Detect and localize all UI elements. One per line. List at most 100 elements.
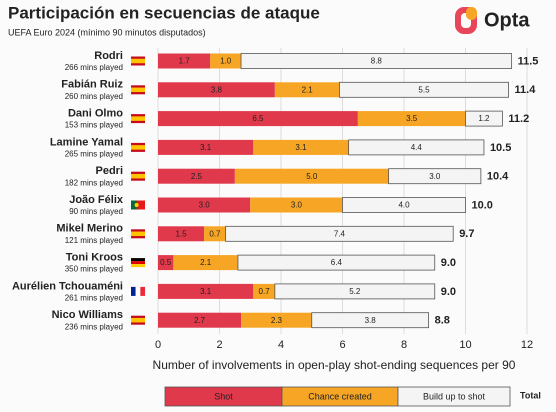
value-label: 6.5 bbox=[252, 114, 264, 123]
value-label: 3.1 bbox=[200, 143, 212, 152]
brand-name: Opta bbox=[484, 9, 530, 31]
bar-segment bbox=[240, 53, 513, 69]
value-label: 0.7 bbox=[209, 229, 221, 238]
flag-stripe bbox=[140, 286, 145, 296]
value-label: 1.0 bbox=[220, 57, 232, 66]
value-label: 5.2 bbox=[349, 287, 361, 296]
flag bbox=[131, 286, 145, 296]
bar-segment bbox=[388, 168, 482, 185]
legend-label: Chance created bbox=[308, 391, 372, 401]
total-label: 11.5 bbox=[518, 55, 539, 67]
category-note: 265 mins played bbox=[65, 150, 123, 159]
flag bbox=[131, 114, 145, 124]
x-tick-label: 2 bbox=[216, 339, 222, 351]
bar-segment bbox=[158, 197, 251, 213]
x-tick-label: 8 bbox=[401, 339, 407, 351]
bar-segment bbox=[158, 283, 254, 299]
flag-stripe bbox=[131, 58, 145, 64]
total-label: 11.4 bbox=[515, 84, 537, 96]
flag-stripe bbox=[131, 286, 136, 296]
category-note: 261 mins played bbox=[65, 294, 123, 303]
x-tick-label: 6 bbox=[339, 339, 345, 351]
bar-segment bbox=[241, 312, 312, 328]
value-label: 3.8 bbox=[211, 85, 223, 94]
value-label: 8.8 bbox=[371, 57, 383, 66]
category-note: 153 mins played bbox=[65, 121, 123, 130]
bar-segment bbox=[158, 312, 242, 328]
bar-segment bbox=[173, 255, 238, 271]
flag-stripe bbox=[131, 231, 145, 237]
value-label: 3.1 bbox=[200, 287, 212, 296]
bar-segment bbox=[311, 312, 429, 329]
bar-segment bbox=[158, 226, 205, 242]
value-label: 1.2 bbox=[478, 114, 490, 123]
category-note: 236 mins played bbox=[65, 322, 123, 331]
x-tick-label: 4 bbox=[278, 339, 284, 351]
value-label: 3.0 bbox=[291, 201, 303, 210]
bar-segment bbox=[274, 283, 436, 300]
total-label: 8.8 bbox=[435, 315, 450, 327]
legend-swatch bbox=[397, 386, 511, 407]
x-tick-label: 12 bbox=[521, 339, 533, 351]
bar-segment bbox=[250, 197, 343, 213]
flag-stripe bbox=[131, 200, 137, 210]
category-label: Lamine Yamal bbox=[50, 136, 123, 148]
bar-segment bbox=[348, 139, 485, 156]
flag-stripe bbox=[131, 264, 145, 268]
bar-segment bbox=[465, 110, 503, 127]
category-note: 260 mins played bbox=[65, 92, 123, 101]
brand-logo: Opta bbox=[455, 7, 530, 34]
category-label: Nico Williams bbox=[52, 309, 123, 321]
category-note: 350 mins played bbox=[65, 265, 123, 274]
flag-stripe bbox=[131, 173, 145, 179]
flag bbox=[131, 315, 145, 325]
value-label: 0.7 bbox=[259, 287, 271, 296]
category-label: Aurélien Tchouaméni bbox=[12, 280, 123, 292]
flag-stripe bbox=[131, 87, 145, 93]
bar-segment bbox=[158, 255, 174, 271]
value-label: 3.1 bbox=[295, 143, 307, 152]
flag bbox=[131, 258, 145, 268]
flag bbox=[131, 85, 145, 95]
legend-total: Total bbox=[520, 390, 541, 400]
total-label: 10.4 bbox=[487, 171, 509, 183]
bar-segment bbox=[274, 82, 340, 98]
bar-segment bbox=[357, 111, 466, 127]
value-label: 2.1 bbox=[302, 85, 314, 94]
legend-label: Shot bbox=[214, 391, 233, 401]
value-label: 3.5 bbox=[406, 114, 418, 123]
value-label: 6.4 bbox=[331, 258, 343, 267]
value-label: 1.7 bbox=[179, 57, 191, 66]
bar-segment bbox=[204, 226, 226, 242]
value-label: 7.4 bbox=[334, 229, 346, 238]
category-label: Pedri bbox=[95, 165, 123, 177]
value-label: 3.0 bbox=[199, 201, 211, 210]
total-label: 10.5 bbox=[490, 142, 511, 154]
value-label: 5.0 bbox=[306, 172, 318, 181]
value-label: 3.8 bbox=[365, 316, 377, 325]
value-label: 4.0 bbox=[398, 201, 410, 210]
flag-stripe bbox=[131, 317, 145, 323]
value-label: 2.7 bbox=[194, 316, 206, 325]
bar-segment bbox=[158, 139, 254, 155]
bar-segment bbox=[253, 139, 349, 155]
total-label: 9.0 bbox=[441, 286, 456, 298]
category-note: 182 mins played bbox=[65, 178, 123, 187]
bar-segment bbox=[339, 81, 509, 98]
category-label: João Félix bbox=[69, 194, 124, 206]
category-note: 266 mins played bbox=[65, 63, 123, 72]
value-label: 2.5 bbox=[191, 172, 203, 181]
bar-segment bbox=[158, 168, 235, 184]
value-label: 2.3 bbox=[271, 316, 283, 325]
bar-segment bbox=[158, 82, 275, 98]
bar-segment bbox=[158, 53, 211, 69]
category-label: Rodri bbox=[94, 50, 123, 62]
flag-stripe bbox=[135, 286, 141, 296]
value-label: 0.5 bbox=[160, 258, 172, 267]
flag-emblem bbox=[134, 203, 139, 207]
chart-title: Participación en secuencias de ataque bbox=[8, 3, 320, 22]
logo-accent bbox=[466, 7, 477, 20]
bar-segment bbox=[342, 197, 466, 213]
bar-segment bbox=[237, 254, 436, 271]
